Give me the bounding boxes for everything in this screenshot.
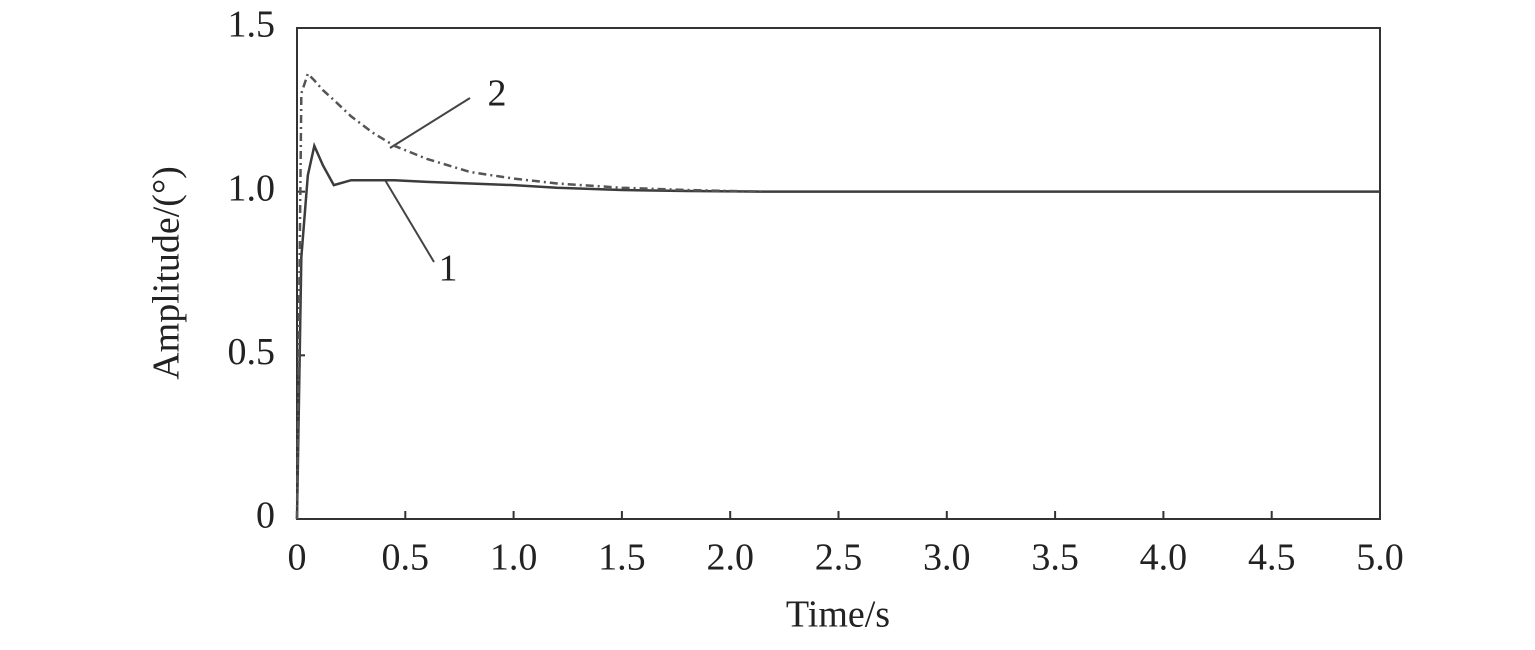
x-tick-label: 4.5 [1248,537,1296,579]
leader-line [384,179,435,263]
leader-line [389,97,471,149]
series-annotation: 2 [488,73,507,115]
series-line [295,71,763,520]
series-line [295,141,1380,520]
x-tick-label: 3.0 [923,537,971,579]
series-annotation: 1 [439,248,458,290]
x-tick-label: 3.5 [1031,537,1079,579]
x-tick-label: 2.5 [815,537,863,579]
x-axis-label: Time/s [786,594,890,636]
y-tick-label: 0.5 [228,331,276,373]
x-tick-label: 0.5 [382,537,430,579]
x-tick-label: 0 [288,537,307,579]
y-axis-label: Amplitude/(°) [146,166,188,380]
x-tick-label: 2.0 [706,537,754,579]
x-tick-label: 4.0 [1140,537,1188,579]
plot-frame [296,27,1381,520]
x-tick-label: 1.5 [598,537,646,579]
y-tick-label: 1.0 [228,167,276,209]
x-tick-label: 1.0 [490,537,538,579]
x-tick-label: 5.0 [1356,537,1404,579]
y-tick-label: 0 [256,495,275,537]
y-tick-label: 1.5 [228,4,276,46]
